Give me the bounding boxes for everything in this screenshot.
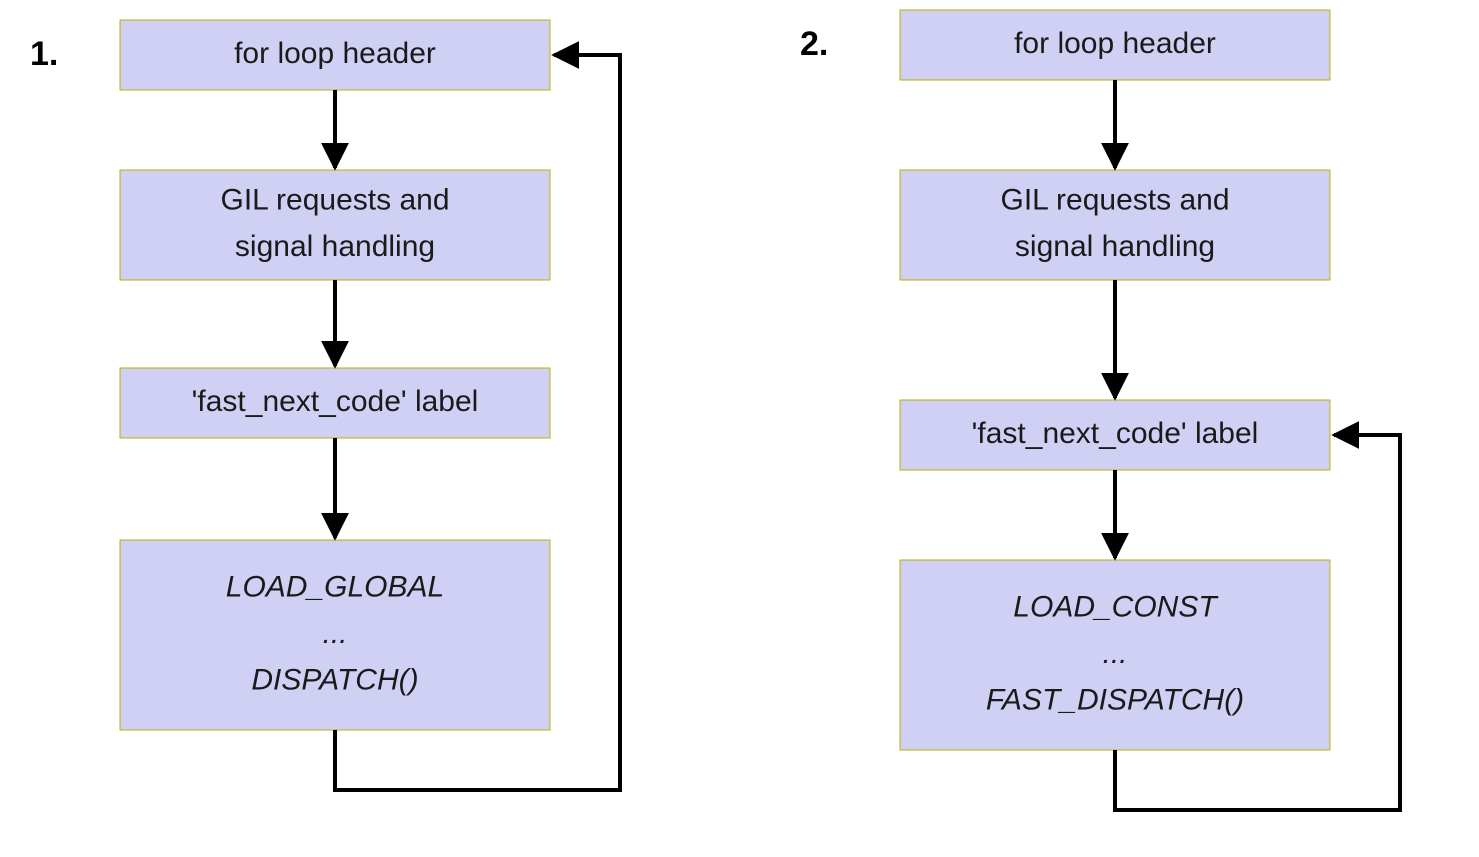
node-label: ... <box>322 617 347 650</box>
node-label: for loop header <box>1014 27 1216 60</box>
node-label: 'fast_next_code' label <box>192 385 479 418</box>
diagram-number: 1. <box>30 35 58 73</box>
node-label: for loop header <box>234 37 436 70</box>
node-label: GIL requests and <box>1000 184 1229 217</box>
node-label: signal handling <box>1015 230 1215 263</box>
node-label: GIL requests and <box>220 184 449 217</box>
node-label: LOAD_GLOBAL <box>226 570 444 603</box>
node-label: signal handling <box>235 230 435 263</box>
node-label: ... <box>1102 637 1127 670</box>
node-label: FAST_DISPATCH() <box>986 683 1244 716</box>
node-label: LOAD_CONST <box>1013 590 1219 623</box>
node-label: 'fast_next_code' label <box>972 417 1259 450</box>
node-label: DISPATCH() <box>251 663 418 696</box>
diagram-number: 2. <box>800 25 828 63</box>
